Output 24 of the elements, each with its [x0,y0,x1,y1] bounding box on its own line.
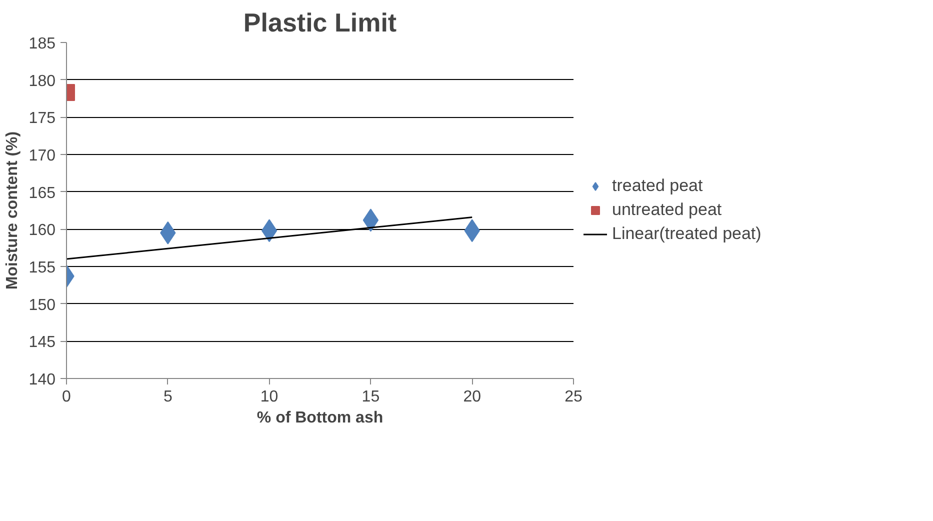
x-tick-label: 10 [260,388,278,406]
y-tick-label: 145 [28,334,56,352]
y-tick-label: 150 [28,296,56,314]
point [362,208,379,232]
legend-label: untreated peat [612,200,722,220]
y-tick-label: 140 [28,372,56,388]
y-tick-label: 170 [28,148,56,164]
y-tick-label: 180 [28,72,56,90]
x-tick-label: 5 [163,388,172,406]
y-tick-label: 185 [28,36,56,52]
x-tick-label: 20 [463,388,482,406]
x-tick-label: 15 [362,388,380,406]
x-tick-label: 25 [564,388,582,406]
chart-title: Plastic Limit [243,8,397,38]
legend-label: Linear(treated peat) [612,224,762,244]
point [261,219,278,242]
x-axis-title: % of Bottom ash [256,410,384,426]
y-tick-label: 160 [28,222,56,240]
x-tick-label: 0 [62,388,72,406]
y-tick-label: 175 [28,110,56,128]
legend-label: treated peat [612,176,703,196]
y-tick-label: 165 [28,184,56,202]
y-axis-title: Moisture content (%) [4,131,21,290]
y-tick-label: 155 [28,260,56,276]
